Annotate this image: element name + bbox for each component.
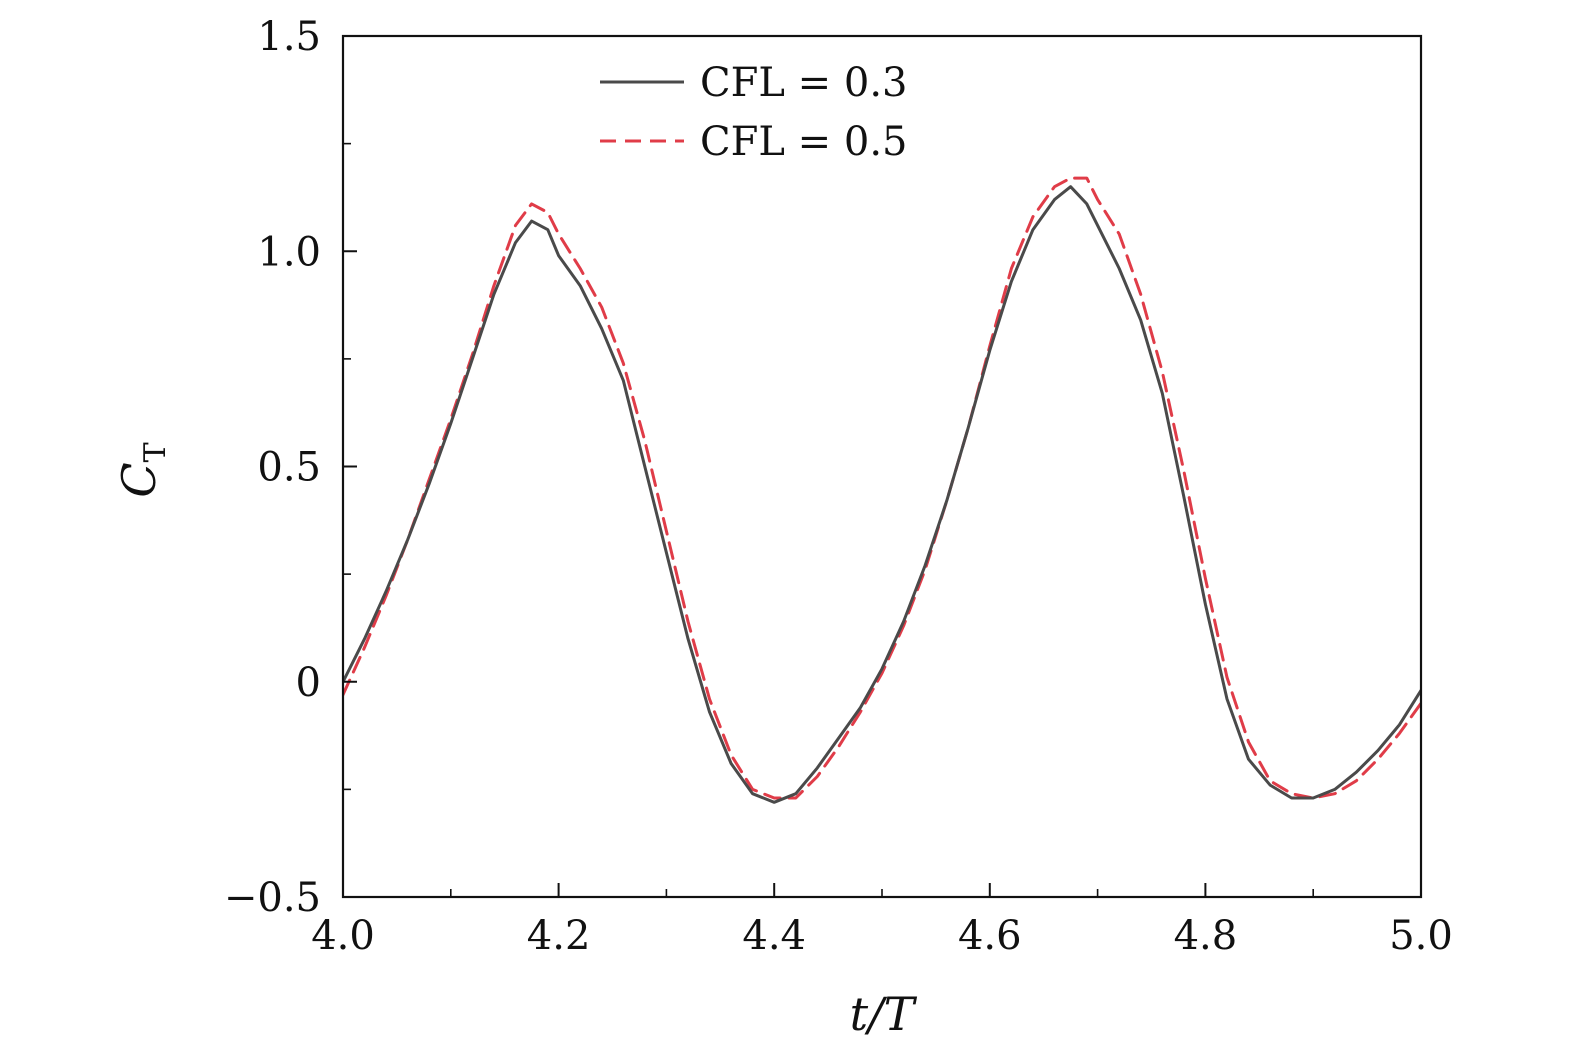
x-tick-label: 4.2 bbox=[527, 913, 591, 959]
x-tick-label: 4.4 bbox=[742, 913, 806, 959]
series-line-cfl-03 bbox=[343, 185, 1421, 804]
legend-label-cfl-05: CFL = 0.5 bbox=[700, 119, 907, 165]
y-axis-label: CT bbox=[112, 442, 173, 497]
y-tick-label: −0.5 bbox=[224, 875, 321, 921]
ticks-layer bbox=[342, 35, 1422, 898]
plot-frame bbox=[341, 34, 1423, 899]
legend-label-cfl-03: CFL = 0.3 bbox=[700, 60, 907, 106]
svg-text:CT: CT bbox=[112, 442, 173, 497]
tick-labels-layer: 4.0 4.2 4.4 4.6 4.8 5.0 −0.5 0 0.5 1.0 1.5 bbox=[224, 14, 1453, 959]
x-tick-label: 4.6 bbox=[958, 913, 1022, 959]
series-layer bbox=[343, 176, 1421, 804]
y-axis-label-sub: T bbox=[138, 442, 173, 462]
legend: CFL = 0.3 CFL = 0.5 bbox=[600, 60, 907, 165]
x-tick-label: 4.8 bbox=[1174, 913, 1238, 959]
y-axis-label-main: C bbox=[112, 462, 166, 497]
y-tick-label: 0.5 bbox=[257, 445, 321, 491]
x-tick-label: 4.0 bbox=[311, 913, 375, 959]
y-tick-label: 0 bbox=[296, 660, 321, 706]
x-tick-label: 5.0 bbox=[1389, 913, 1453, 959]
x-axis-label: t/T bbox=[850, 987, 918, 1041]
y-tick-label: 1.0 bbox=[257, 229, 321, 275]
y-tick-label: 1.5 bbox=[257, 14, 321, 60]
series-line-cfl-05 bbox=[343, 176, 1421, 800]
